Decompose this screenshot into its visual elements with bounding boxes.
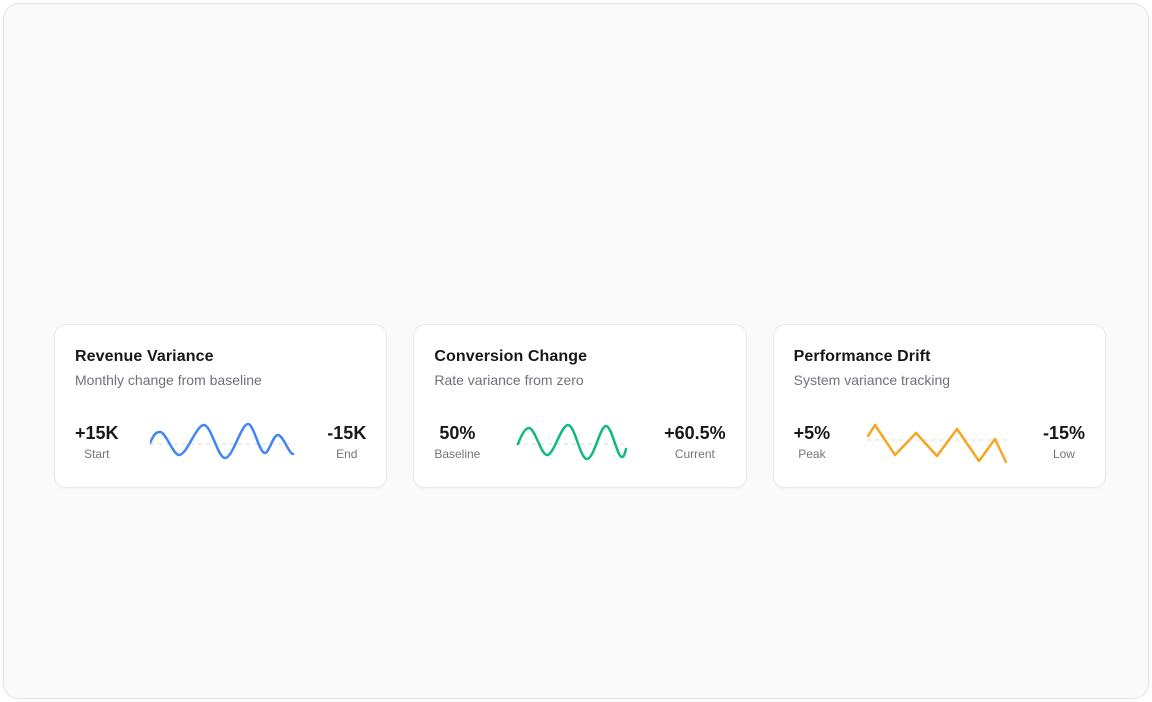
stat-value: +5% xyxy=(793,423,831,444)
stat-card-conversion-change: Conversion Change Rate variance from zer… xyxy=(413,324,747,488)
stat-value: -15K xyxy=(327,423,367,444)
card-stats-row: +5% Peak -15% Low xyxy=(794,421,1085,463)
sparkline-path xyxy=(866,423,1007,463)
stat-label: Start xyxy=(84,446,110,461)
stat-card-revenue-variance: Revenue Variance Monthly change from bas… xyxy=(54,324,388,488)
card-stats-row: 50% Baseline +60.5% Current xyxy=(434,421,725,463)
stat-low: -15% Low xyxy=(1043,423,1085,461)
card-title: Revenue Variance xyxy=(75,348,214,365)
stat-label: Baseline xyxy=(434,446,481,461)
sparkline-path xyxy=(150,422,295,460)
stat-value: +15K xyxy=(75,423,119,444)
stat-label: Peak xyxy=(798,446,826,461)
sparkline-chart xyxy=(866,423,1007,463)
card-subtitle: Monthly change from baseline xyxy=(75,372,262,389)
stat-cards-row: Revenue Variance Monthly change from bas… xyxy=(54,324,1106,488)
card-subtitle: Rate variance from zero xyxy=(434,372,584,389)
stat-baseline: 50% Baseline xyxy=(434,423,480,461)
sparkline-chart xyxy=(516,423,629,461)
card-stats-row: +15K Start -15K End xyxy=(75,421,366,463)
stat-label: Low xyxy=(1052,446,1075,461)
card-subtitle: System variance tracking xyxy=(793,372,951,389)
stat-value: -15% xyxy=(1042,423,1085,444)
stat-label: Current xyxy=(674,446,715,461)
stat-card-performance-drift: Performance Drift System variance tracki… xyxy=(772,324,1106,488)
stat-value: 50% xyxy=(439,423,476,444)
card-title: Performance Drift xyxy=(793,348,931,365)
stat-start: +15K Start xyxy=(75,423,119,461)
card-title: Conversion Change xyxy=(434,348,588,365)
sparkline-chart xyxy=(150,422,296,460)
sparkline-path xyxy=(516,423,628,461)
stat-label: End xyxy=(336,446,358,461)
stat-value: +60.5% xyxy=(664,423,726,444)
app-frame: Revenue Variance Monthly change from bas… xyxy=(3,3,1149,699)
stat-peak: +5% Peak xyxy=(794,423,831,461)
stat-current: +60.5% Current xyxy=(664,423,726,461)
stat-end: -15K End xyxy=(327,423,366,461)
